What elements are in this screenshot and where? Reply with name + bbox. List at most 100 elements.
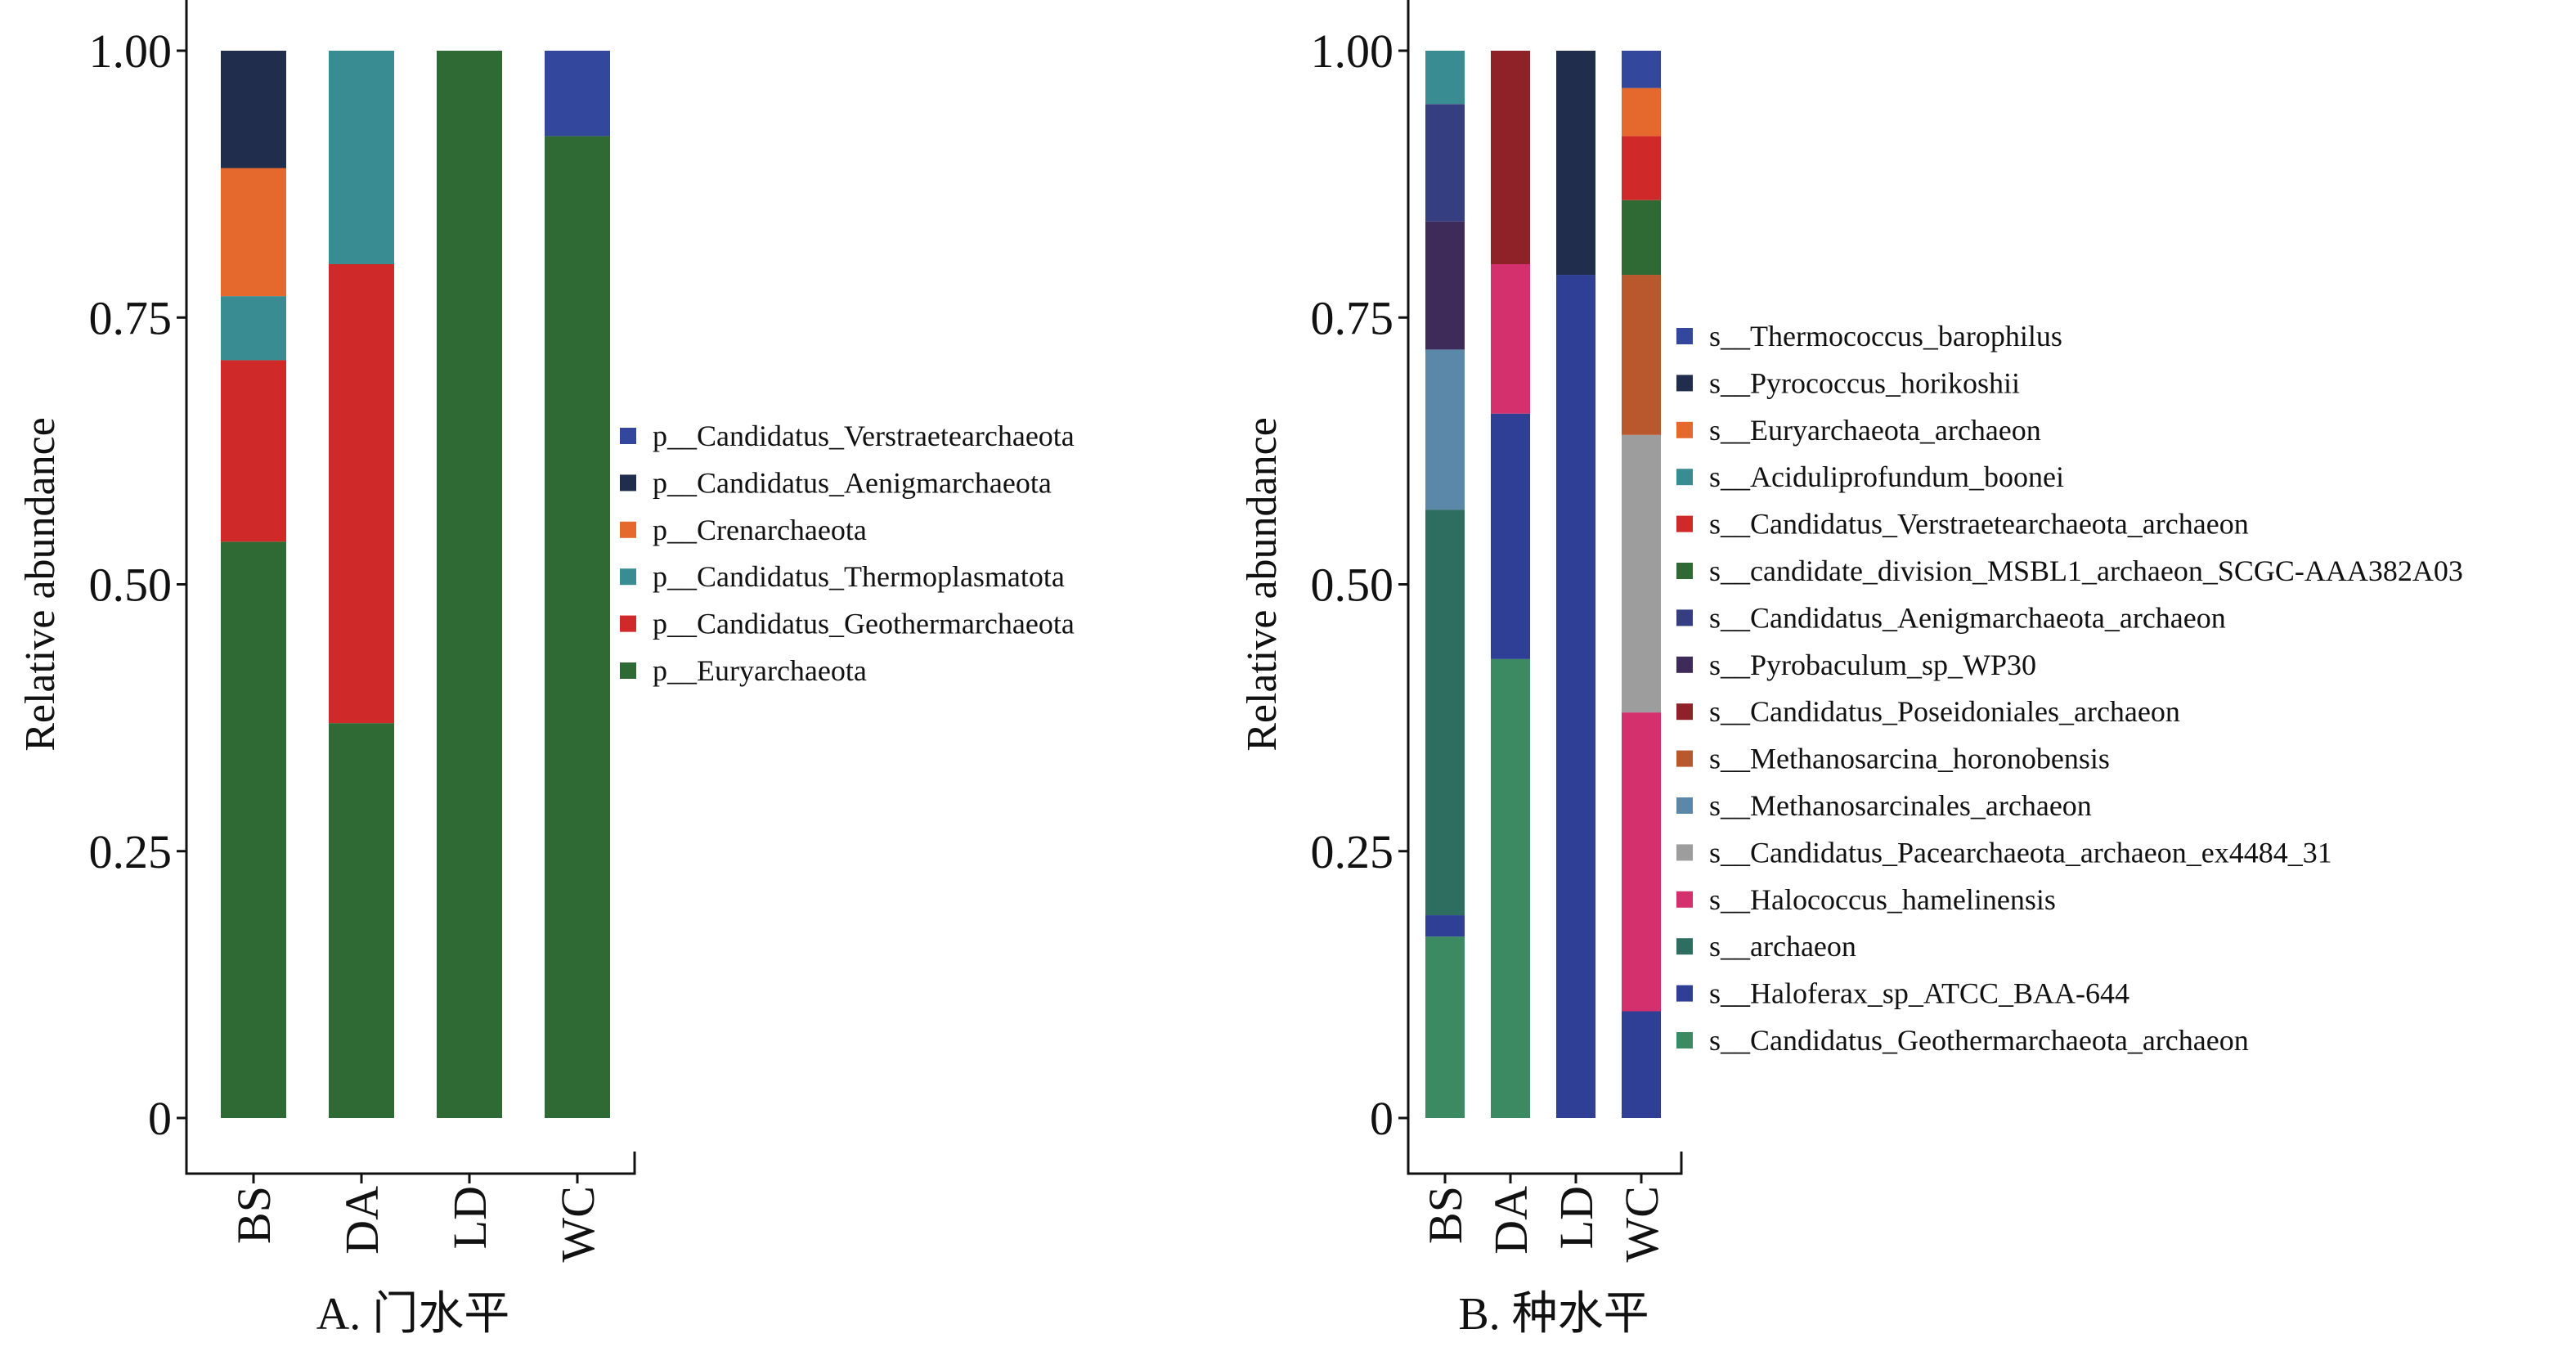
legend-label: s__Candidatus_Geothermarchaeota_archaeon <box>1709 1024 2249 1057</box>
bar-stack-ld <box>1556 51 1595 1118</box>
y-tick-label: 0 <box>1370 1092 1393 1145</box>
bar-stack-da <box>329 51 394 1118</box>
bar-stack-da <box>1491 51 1530 1118</box>
y-tick-label: 0.25 <box>89 825 173 878</box>
bar-segment-da-s-halococcus-hamelinensis <box>1491 264 1530 414</box>
y-tick-label: 0.50 <box>89 559 173 612</box>
y-tick-label: 0.75 <box>1311 291 1394 344</box>
legend-swatch <box>1676 328 1693 344</box>
legend-swatch <box>620 474 636 492</box>
bar-segment-bs-p-candidatus-geothermarchaeota <box>221 360 286 542</box>
legend-label: s__Candidatus_Pacearchaeota_archaeon_ex4… <box>1709 836 2332 869</box>
y-tick-label: 1.00 <box>1311 25 1394 78</box>
legend-swatch <box>1676 891 1693 908</box>
bar-segment-wc-s-euryarchaeota-archaeon <box>1622 88 1661 137</box>
bar-segment-ld-p-euryarchaeota <box>437 51 502 1118</box>
legend-label: s__Methanosarcinales_archaeon <box>1709 789 2092 822</box>
legend-label: p__Candidatus_Aenigmarchaeota <box>653 466 1052 499</box>
bar-segment-da-s-haloferax-sp-atcc-baa-644 <box>1491 413 1530 659</box>
bar-segment-bs-s-candidatus-aenigmarchaeota-archaeon <box>1425 104 1465 222</box>
bar-stack-bs <box>1425 51 1465 1118</box>
bar-segment-bs-s-aciduliprofundum-boonei <box>1425 51 1465 105</box>
bar-segment-ld-s-haloferax-sp-atcc-baa-644 <box>1556 275 1595 1118</box>
panel-caption: A. 门水平 <box>316 1289 509 1340</box>
legend-swatch <box>1676 656 1693 673</box>
y-tick-label: 0 <box>148 1092 172 1145</box>
legend-label: s__Pyrococcus_horikoshii <box>1709 366 2020 399</box>
legend-label: s__Halococcus_hamelinensis <box>1709 883 2056 916</box>
bar-segment-wc-s-candidatus-verstraetearchaeota-archaeon <box>1622 136 1661 200</box>
legend-label: p__Candidatus_Verstraetearchaeota <box>653 420 1075 452</box>
bar-segment-wc-s-candidate-division-msbl1-archaeon-scgc-aaa382a03 <box>1622 200 1661 276</box>
legend-label: s__Haloferax_sp_ATCC_BAA-644 <box>1709 977 2129 1010</box>
axis-frame <box>1407 0 1683 1175</box>
x-tick-label-bs: BS <box>227 1186 280 1244</box>
legend-label: p__Candidatus_Geothermarchaeota <box>653 608 1075 640</box>
bar-segment-bs-s-pyrobaculum-sp-wp30 <box>1425 221 1465 350</box>
bar-segment-bs-p-euryarchaeota <box>221 541 286 1118</box>
legend-swatch <box>1676 797 1693 814</box>
x-tick-label-da: DA <box>1484 1186 1537 1255</box>
bar-segment-wc-s-thermococcus-barophilus <box>1622 51 1661 88</box>
legend-swatch <box>1676 844 1693 861</box>
bar-segment-da-s-candidatus-poseidoniales-archaeon <box>1491 51 1530 264</box>
legend-swatch <box>1676 1032 1693 1048</box>
bar-stack-wc <box>545 51 610 1118</box>
legend-label: p__Crenarchaeota <box>653 514 867 546</box>
x-tick-label-wc: WC <box>551 1186 604 1262</box>
panel-a-phylum-chart: 0 0.25 0.50 0.75 1.00 Relative abundance BS DA L… <box>17 0 1075 1340</box>
bar-segment-da-s-candidatus-geothermarchaeota-archaeon <box>1491 658 1530 1118</box>
panel-caption: B. 种水平 <box>1458 1289 1649 1340</box>
legend-swatch <box>1676 703 1693 721</box>
legend-swatch <box>1676 750 1693 767</box>
legend-swatch <box>1676 469 1693 486</box>
bar-segment-wc-s-halococcus-hamelinensis <box>1622 712 1661 1012</box>
bar-segment-bs-s-candidatus-geothermarchaeota-archaeon <box>1425 936 1465 1118</box>
legend-swatch <box>1676 609 1693 626</box>
legend-swatch <box>1676 375 1693 392</box>
bar-segment-da-p-euryarchaeota <box>329 723 394 1118</box>
y-axis-title: Relative abundance <box>17 417 64 752</box>
legend-label: s__Thermococcus_barophilus <box>1709 320 2062 352</box>
legend-label: s__Aciduliprofundum_boonei <box>1709 460 2064 493</box>
legend: p__Candidatus_Verstraetearchaeota p__Cand… <box>620 420 1075 687</box>
legend-swatch <box>1676 938 1693 955</box>
legend-label: s__Candidatus_Verstraetearchaeota_archae… <box>1709 508 2249 541</box>
bar-segment-wc-s-haloferax-sp-atcc-baa-644 <box>1622 1011 1661 1118</box>
x-tick-label-ld: LD <box>443 1186 496 1249</box>
y-tick-label: 0.25 <box>1311 825 1394 878</box>
legend-swatch <box>620 568 636 586</box>
legend-label: p__Candidatus_Thermoplasmatota <box>653 560 1065 593</box>
bar-segment-bs-p-candidatus-thermoplasmatota <box>221 296 286 361</box>
bar-stack-bs <box>221 51 286 1118</box>
legend-label: s__candidate_division_MSBL1_archaeon_SCG… <box>1709 555 2463 587</box>
x-tick-label-da: DA <box>335 1186 388 1255</box>
legend-swatch <box>1676 985 1693 1002</box>
legend-swatch <box>620 662 636 679</box>
y-tick-label: 0.50 <box>1311 559 1394 612</box>
legend: s__Thermococcus_barophilus s__Pyrococcus_… <box>1676 320 2463 1057</box>
legend-swatch <box>1676 515 1693 532</box>
legend-label: p__Euryarchaeota <box>653 654 867 687</box>
bar-segment-bs-p-candidatus-aenigmarchaeota <box>221 51 286 168</box>
bar-segment-wc-s-candidatus-pacearchaeota-archaeon-ex4484-31 <box>1622 434 1661 713</box>
bar-stack-ld <box>437 51 502 1118</box>
bar-segment-bs-s-archaeon <box>1425 510 1465 916</box>
legend-swatch <box>620 428 636 444</box>
x-tick-label-ld: LD <box>1550 1186 1603 1249</box>
x-tick-label-wc: WC <box>1615 1186 1668 1262</box>
panel-b-species-chart: 0 0.25 0.50 0.75 1.00 Relative abundance BS DA L… <box>1239 0 2463 1340</box>
bar-segment-da-p-candidatus-thermoplasmatota <box>329 51 394 264</box>
axis-frame <box>185 0 636 1175</box>
bar-segment-da-p-candidatus-geothermarchaeota <box>329 264 394 724</box>
y-tick-label: 0.75 <box>89 291 173 344</box>
legend-swatch <box>1676 421 1693 438</box>
legend-swatch <box>620 615 636 632</box>
y-tick-label: 1.00 <box>89 25 173 78</box>
y-axis-title: Relative abundance <box>1239 417 1286 752</box>
bar-segment-bs-s-haloferax-sp-atcc-baa-644 <box>1425 915 1465 937</box>
bar-segment-bs-s-methanosarcinales-archaeon <box>1425 349 1465 510</box>
bar-segment-ld-s-pyrococcus-horikoshii <box>1556 51 1595 276</box>
legend-label: s__Methanosarcina_horonobensis <box>1709 743 2110 775</box>
